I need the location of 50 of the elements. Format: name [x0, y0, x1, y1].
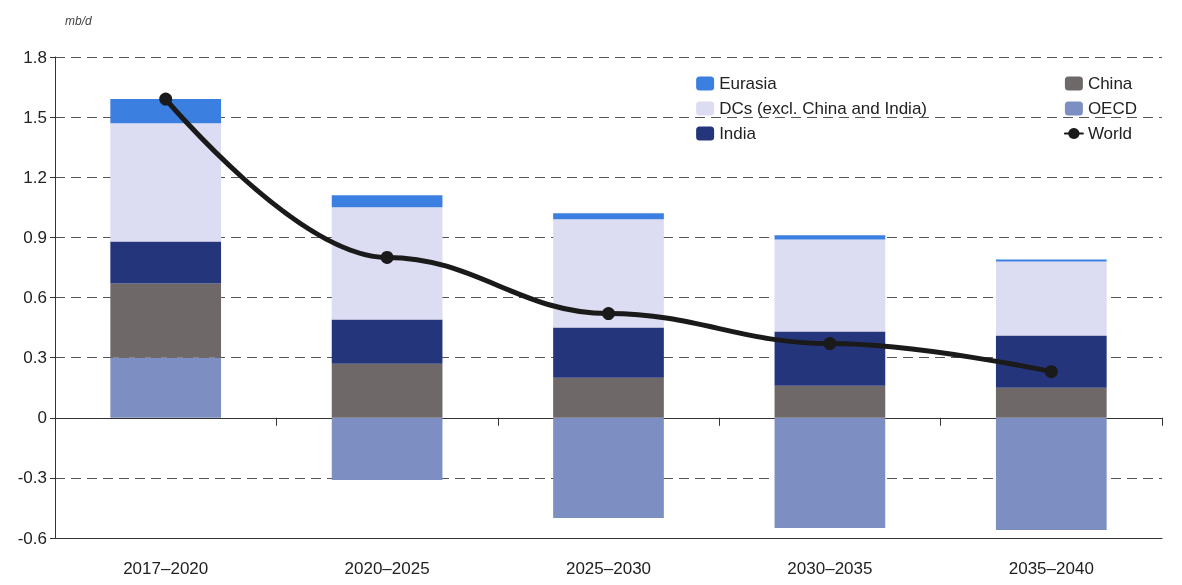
bar: [331, 195, 443, 208]
bar: [995, 261, 1107, 336]
bar: [774, 417, 886, 528]
legend-label: Eurasia: [719, 74, 778, 93]
bar: [331, 363, 443, 418]
bar: [995, 335, 1107, 388]
x-tick-label: 2025–2030: [565, 559, 652, 578]
y-tick-label: 1.8: [23, 47, 47, 67]
bar: [553, 327, 664, 378]
y-tick-label: 0.9: [23, 227, 47, 247]
legend-label: World: [1087, 124, 1132, 143]
bar: [110, 99, 222, 124]
point: [380, 250, 394, 264]
point: [159, 92, 173, 106]
bar: [553, 417, 664, 518]
x-tick-label: 2035–2040: [1008, 559, 1094, 578]
bar: [553, 213, 664, 220]
bar: [110, 283, 222, 358]
y-tick-label: 0.3: [23, 348, 47, 368]
bar: [110, 241, 222, 284]
bar: [331, 319, 443, 364]
bar: [774, 235, 886, 240]
bar: [774, 385, 886, 418]
y-tick-label: -0.6: [17, 528, 47, 548]
y-tick-label: 0.6: [23, 288, 47, 307]
point: [1044, 365, 1058, 379]
point: [602, 307, 615, 321]
legend-label: India: [719, 124, 757, 143]
x-tick-label: 2020–2025: [344, 559, 430, 578]
bar: [331, 417, 443, 480]
y-axis-title: mb/d: [65, 14, 92, 28]
x-tick-label: 2030–2035: [787, 559, 873, 578]
x-tick-label: 2017–2020: [123, 559, 209, 578]
bar: [995, 259, 1107, 262]
bar: [553, 219, 664, 328]
bar: [995, 387, 1107, 418]
legend-label: DCs (excl. China and India): [719, 99, 928, 118]
bar: [331, 207, 443, 320]
y-tick-label: 1.5: [23, 107, 47, 127]
bar: [110, 357, 222, 418]
point: [823, 337, 837, 351]
legend-label: OECD: [1087, 99, 1138, 118]
bar: [110, 123, 222, 242]
legend-label: China: [1087, 74, 1133, 93]
y-tick-label: 1.2: [23, 167, 47, 187]
bar: [553, 377, 664, 418]
y-tick-label: -0.3: [17, 468, 47, 488]
bar: [995, 417, 1107, 530]
bar: [774, 239, 886, 332]
y-tick-label: 0: [37, 408, 47, 428]
